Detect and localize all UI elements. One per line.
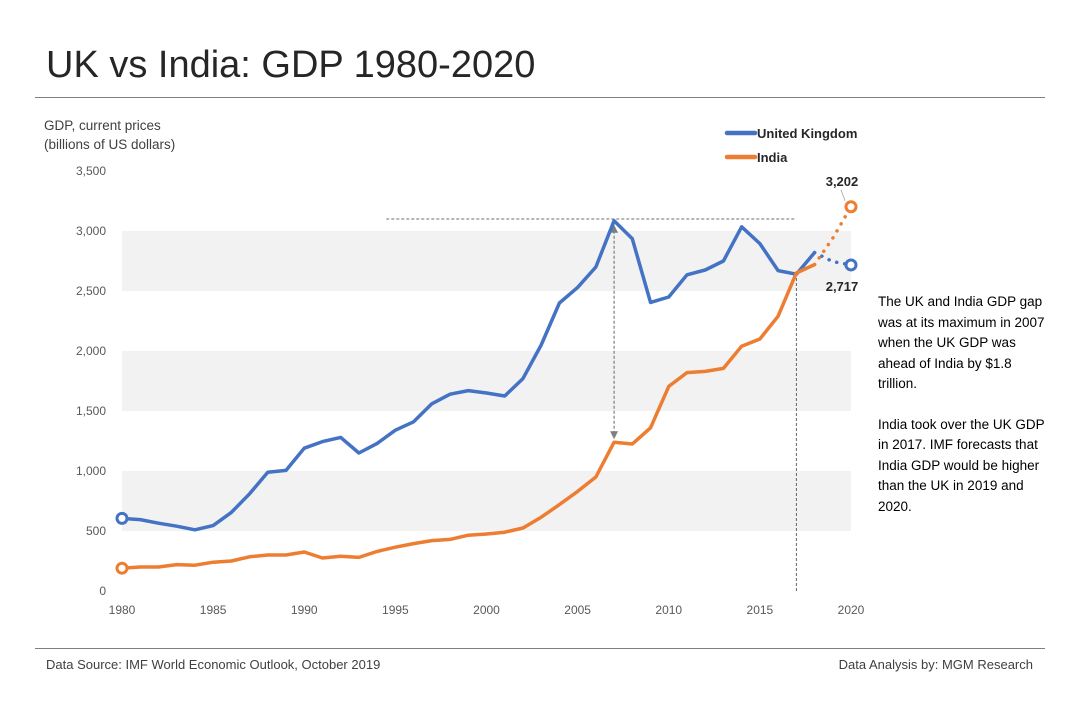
end-marker-india <box>844 200 858 214</box>
x-tick-label: 2010 <box>655 603 682 617</box>
gap-arrow-head-bottom <box>610 431 619 440</box>
x-tick-label: 1985 <box>200 603 227 617</box>
y-tick-label: 2,000 <box>76 344 106 358</box>
annotation-para-2: India took over the UK GDP in 2017. IMF … <box>878 416 1045 514</box>
legend-label-uk: United Kingdom <box>757 126 857 141</box>
y-tick-label: 3,000 <box>76 224 106 238</box>
grid-band <box>122 471 851 531</box>
y-axis-label-line1: GDP, current prices <box>44 118 161 133</box>
x-tick-label: 2020 <box>838 603 865 617</box>
y-tick-label: 0 <box>99 584 106 598</box>
series-forecast-india <box>812 205 853 267</box>
start-marker-india <box>115 561 129 575</box>
series-line-india <box>120 262 817 570</box>
x-tick-label: 1995 <box>382 603 409 617</box>
y-axis-label-line2: (billions of US dollars) <box>44 137 176 152</box>
chart-title: UK vs India: GDP 1980-2020 <box>46 44 536 86</box>
footer-divider <box>35 648 1045 649</box>
x-tick-label: 1980 <box>109 603 136 617</box>
annotation-note: The UK and India GDP gap was at its maxi… <box>878 292 1048 537</box>
end-marker-united-kingdom <box>844 258 858 272</box>
data-source: Data Source: IMF World Economic Outlook,… <box>46 657 381 672</box>
grid-band <box>122 231 851 291</box>
grid-band <box>122 351 851 411</box>
x-tick-label: 2000 <box>473 603 500 617</box>
annotation-para-1: The UK and India GDP gap was at its maxi… <box>878 294 1045 391</box>
y-tick-label: 3,500 <box>76 164 106 178</box>
gap-arrow-head-top <box>610 224 619 233</box>
x-tick-label: 2005 <box>564 603 591 617</box>
start-marker-united-kingdom <box>115 511 129 525</box>
series-line-united-kingdom <box>120 219 817 532</box>
x-tick-label: 1990 <box>291 603 318 617</box>
data-label-india: 3,202 <box>826 174 859 189</box>
title-divider <box>35 97 1045 98</box>
data-label-leader <box>840 189 846 201</box>
y-tick-label: 500 <box>86 524 106 538</box>
legend-label-india: India <box>757 150 788 165</box>
analysis-credit: Data Analysis by: MGM Research <box>838 657 1033 672</box>
y-tick-label: 1,500 <box>76 404 106 418</box>
data-label-united-kingdom: 2,717 <box>826 279 859 294</box>
y-tick-label: 2,500 <box>76 284 106 298</box>
y-axis-label: GDP, current prices (billions of US doll… <box>44 116 175 154</box>
y-tick-label: 1,000 <box>76 464 106 478</box>
x-tick-label: 2015 <box>747 603 774 617</box>
